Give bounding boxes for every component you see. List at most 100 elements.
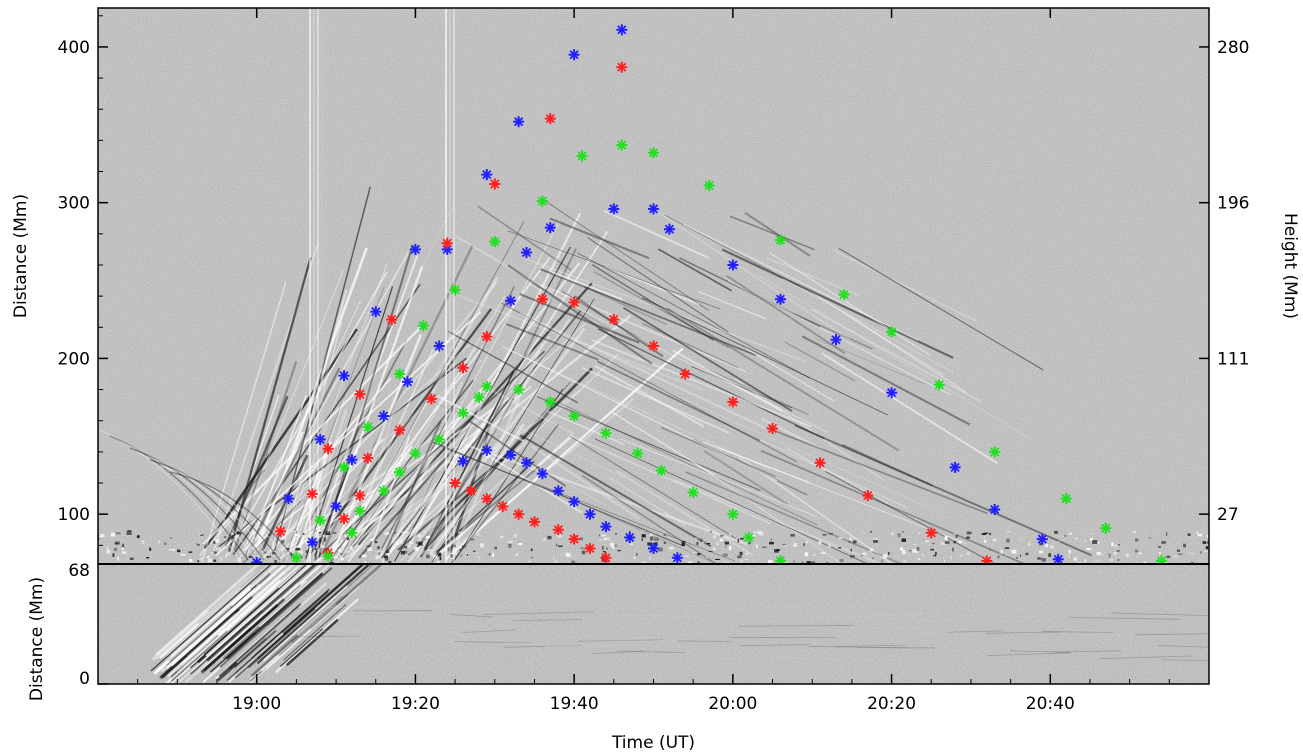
noise-speck bbox=[214, 539, 220, 543]
data-point bbox=[489, 236, 501, 248]
data-point bbox=[378, 485, 390, 497]
streak bbox=[525, 258, 806, 362]
streak bbox=[437, 395, 525, 443]
axes: 100 200 300 400 27 111 196 280 0 68 19:00 19:20 19:4… bbox=[11, 8, 1300, 753]
data-point bbox=[568, 296, 580, 308]
noise-speck bbox=[121, 547, 124, 550]
noise-speck bbox=[966, 552, 970, 555]
noise-speck bbox=[385, 553, 389, 555]
noise-speck bbox=[901, 538, 906, 542]
noise-speck bbox=[1190, 562, 1194, 564]
streak bbox=[158, 605, 232, 672]
streak bbox=[477, 205, 572, 271]
streak bbox=[810, 308, 983, 403]
noise-speck bbox=[318, 531, 321, 534]
noise-speck bbox=[324, 548, 328, 550]
noise-speck bbox=[427, 549, 432, 551]
noise-speck bbox=[542, 538, 547, 541]
streak bbox=[453, 388, 564, 563]
noise-speck bbox=[669, 546, 674, 550]
streak bbox=[1053, 650, 1122, 653]
x-axis-label: Time (UT) bbox=[611, 733, 695, 753]
data-point bbox=[544, 396, 556, 408]
noise-speck bbox=[1011, 549, 1017, 554]
noise-speck bbox=[1196, 531, 1199, 535]
streak bbox=[591, 263, 715, 341]
noise-speck bbox=[257, 534, 261, 539]
streak bbox=[278, 564, 384, 657]
streak bbox=[224, 271, 388, 558]
noise-speck bbox=[744, 559, 748, 561]
data-point bbox=[457, 362, 469, 374]
streak bbox=[442, 447, 735, 562]
noise-speck bbox=[1165, 561, 1167, 563]
noise-speck bbox=[1084, 559, 1087, 563]
noise-speck bbox=[1006, 538, 1010, 543]
streak bbox=[546, 410, 626, 446]
streak bbox=[455, 235, 565, 301]
noise-speck bbox=[935, 551, 937, 556]
noise-speck bbox=[129, 557, 134, 560]
streak bbox=[431, 298, 595, 564]
noise-speck bbox=[1205, 546, 1209, 550]
streak bbox=[620, 438, 818, 517]
noise-speck bbox=[531, 557, 533, 559]
streak bbox=[385, 423, 486, 558]
streak bbox=[1143, 606, 1186, 610]
streak bbox=[838, 247, 1044, 371]
noise-speck bbox=[1178, 553, 1183, 555]
noise-speck bbox=[216, 548, 218, 550]
noise-speck bbox=[882, 554, 888, 559]
noise-speck bbox=[694, 537, 698, 540]
noise-speck bbox=[233, 537, 236, 540]
data-point bbox=[616, 24, 628, 36]
noise-speck bbox=[302, 533, 305, 535]
data-point bbox=[283, 493, 294, 505]
streak bbox=[210, 632, 256, 673]
streak bbox=[651, 384, 930, 509]
streak bbox=[1099, 655, 1192, 660]
noise-speck bbox=[400, 540, 403, 544]
streak bbox=[453, 641, 531, 644]
noise-speck bbox=[217, 538, 221, 543]
noise-speck bbox=[388, 560, 392, 563]
streak bbox=[784, 446, 919, 521]
noise-speck bbox=[932, 543, 935, 545]
noise-speck bbox=[344, 534, 347, 537]
noise-speck bbox=[601, 545, 604, 550]
streak bbox=[184, 625, 227, 664]
noise-speck bbox=[966, 531, 972, 535]
noise-speck bbox=[445, 558, 448, 560]
data-point bbox=[481, 331, 493, 343]
data-point bbox=[568, 496, 580, 508]
streak bbox=[917, 632, 984, 636]
noise-speck bbox=[127, 530, 132, 532]
streak bbox=[202, 325, 423, 546]
noise-speck bbox=[423, 530, 426, 532]
noise-speck bbox=[403, 546, 407, 549]
noise-speck bbox=[661, 561, 664, 564]
streak bbox=[642, 297, 888, 416]
streak bbox=[176, 579, 282, 673]
streak bbox=[419, 398, 515, 558]
noise-speck bbox=[558, 545, 563, 547]
streak bbox=[499, 642, 579, 645]
noise-speck bbox=[757, 531, 761, 534]
streak bbox=[744, 211, 811, 257]
data-point bbox=[648, 340, 659, 352]
noise-speck bbox=[1173, 555, 1179, 558]
streak bbox=[793, 312, 873, 350]
noise-speck bbox=[256, 555, 261, 557]
data-point bbox=[536, 293, 548, 305]
noise-speck bbox=[300, 550, 303, 554]
data-point bbox=[989, 446, 1001, 458]
right-y-axis-label: Height (Mm) bbox=[1280, 213, 1300, 319]
data-point bbox=[481, 444, 493, 456]
x-tick-label: 19:00 bbox=[232, 694, 281, 714]
noise-speck bbox=[340, 538, 343, 543]
streak bbox=[528, 283, 829, 433]
noise-speck bbox=[115, 532, 121, 535]
noise-speck bbox=[1111, 542, 1114, 547]
streak bbox=[321, 244, 474, 552]
